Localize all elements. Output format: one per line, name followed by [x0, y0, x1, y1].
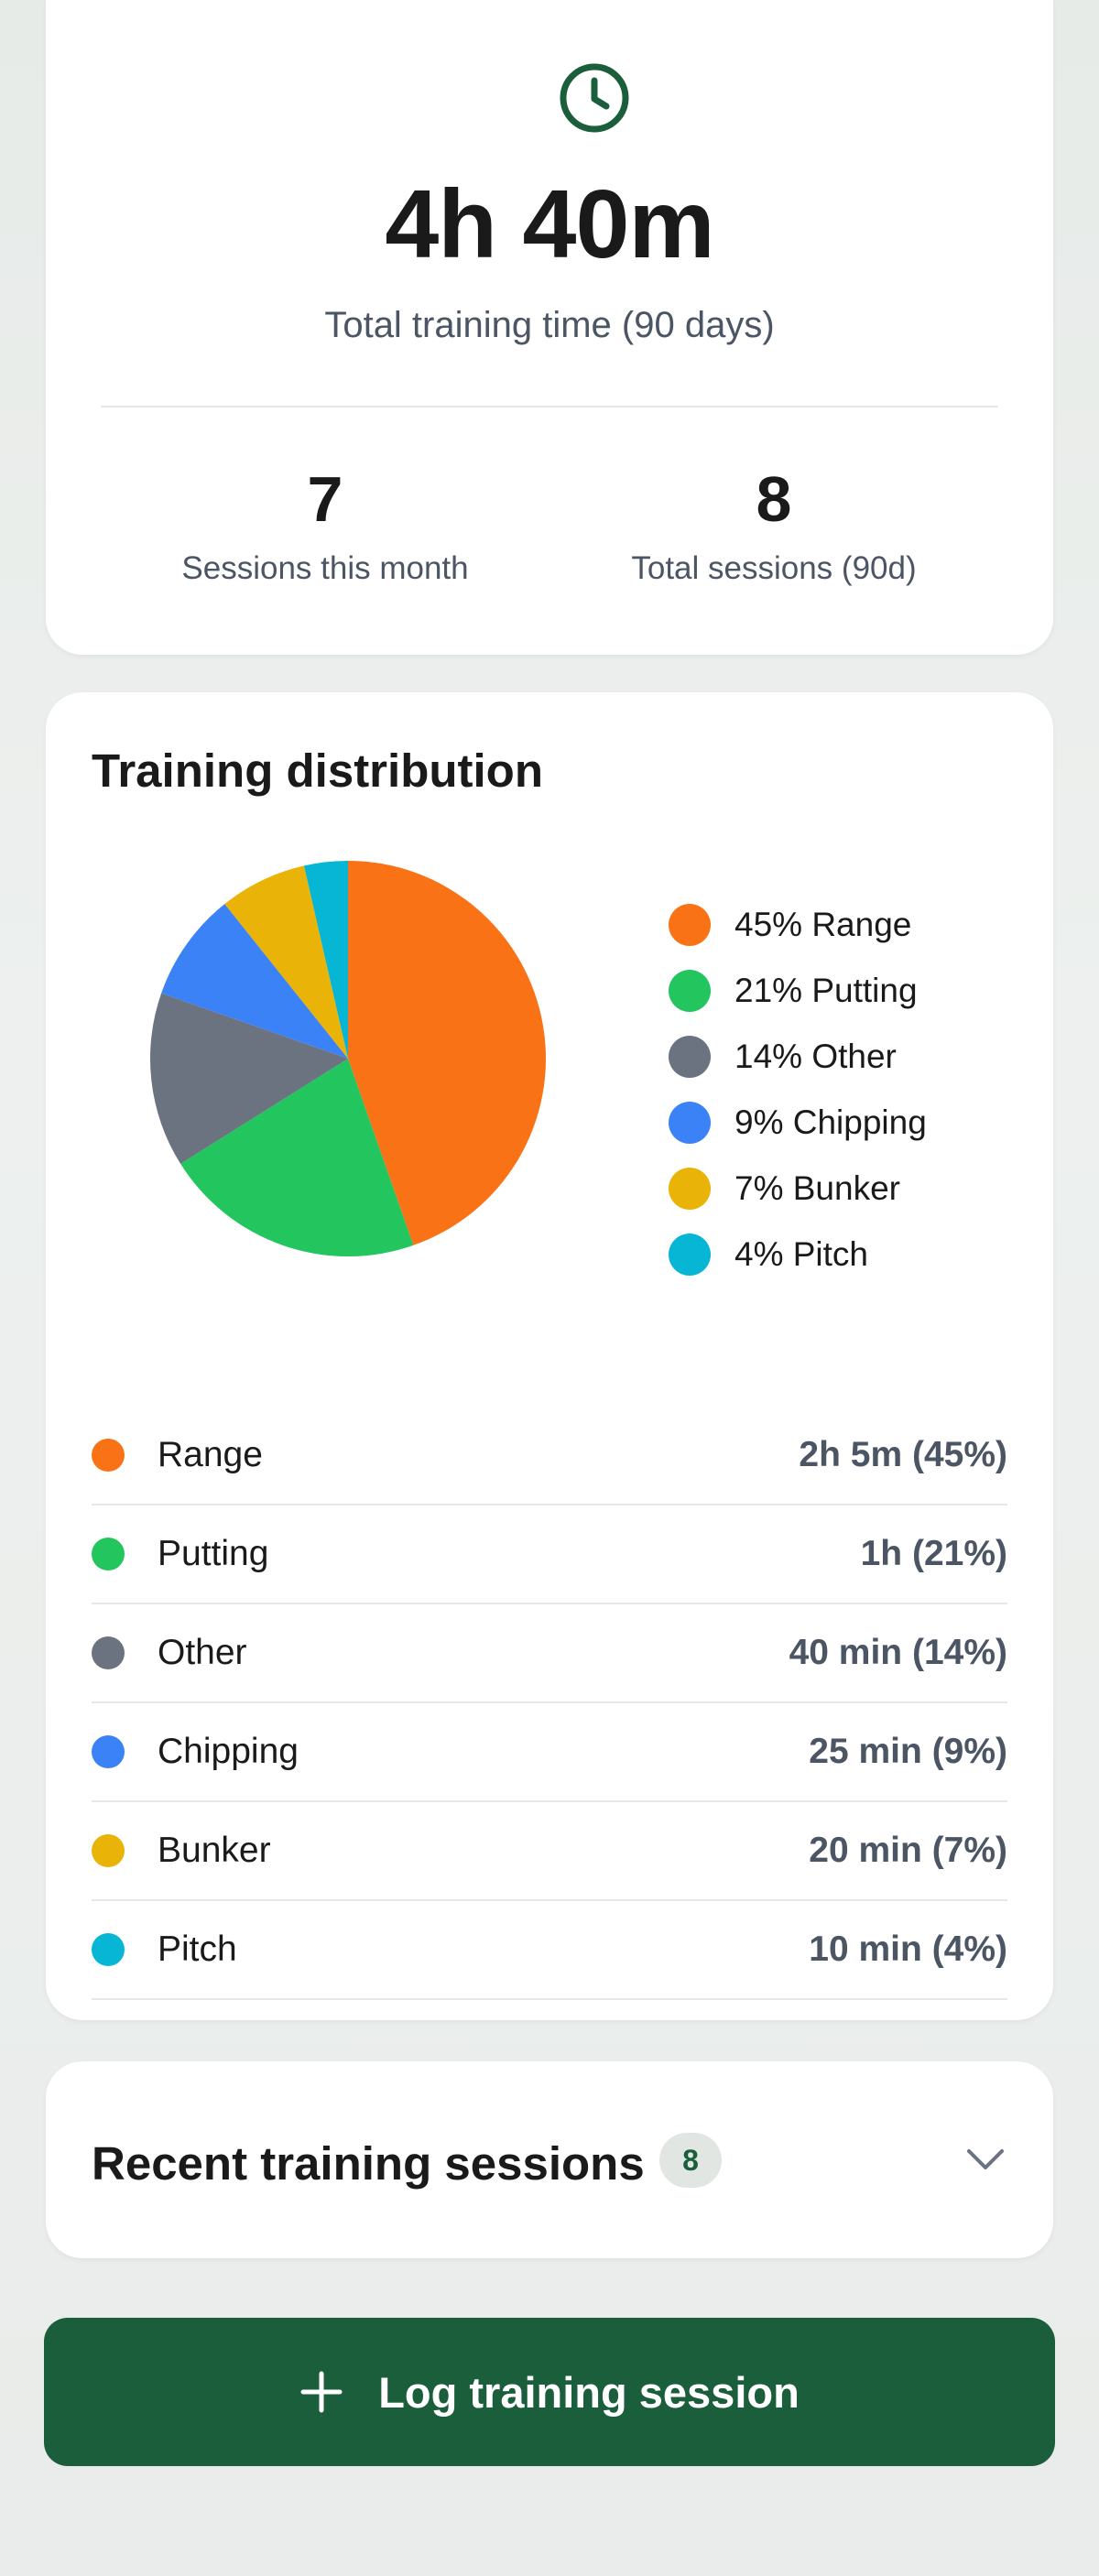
legend-item-other: 14% Other — [669, 1024, 927, 1090]
summary-card: 4h 40m Total training time (90 days) 7 S… — [46, 0, 1053, 655]
pie-slice-other — [150, 993, 348, 1164]
distribution-card: Training distribution 45% Range 21% Putt… — [46, 692, 1053, 2020]
pie-slice-bunker — [224, 865, 348, 1059]
legend-item-range: 45% Range — [669, 892, 927, 958]
legend-text: 14% Other — [734, 1038, 897, 1075]
stat-label: Total sessions (90d) — [631, 550, 917, 586]
chart-legend: 45% Range 21% Putting 14% Other 9% Chipp… — [669, 892, 927, 1288]
distribution-list: Range 2h 5m (45%) Putting 1h (21%) Other… — [92, 1407, 1007, 2000]
distribution-title: Training distribution — [92, 745, 543, 797]
row-label: Putting — [158, 1534, 269, 1573]
log-training-session-button[interactable]: Log training session — [44, 2318, 1055, 2466]
row-label: Bunker — [158, 1831, 271, 1870]
list-item-chipping: Chipping 25 min (9%) — [92, 1703, 1007, 1802]
pie-chart — [147, 857, 550, 1260]
legend-dot — [669, 970, 711, 1012]
stat-value: 7 — [307, 463, 343, 535]
legend-dot — [669, 1168, 711, 1210]
stat-total-sessions: 8 Total sessions (90d) — [545, 462, 1003, 587]
legend-item-bunker: 7% Bunker — [669, 1156, 927, 1222]
legend-text: 45% Range — [734, 906, 912, 943]
stat-label: Sessions this month — [181, 550, 469, 586]
row-dot — [92, 1538, 125, 1571]
row-dot — [92, 1636, 125, 1669]
row-dot — [92, 1735, 125, 1768]
legend-dot — [669, 1234, 711, 1276]
total-training-time: 4h 40m — [385, 170, 714, 278]
legend-item-putting: 21% Putting — [669, 958, 927, 1024]
legend-dot — [669, 1102, 711, 1144]
row-dot — [92, 1834, 125, 1867]
pie-slice-range — [348, 861, 546, 1245]
pie-slice-chipping — [161, 904, 348, 1059]
row-value: 20 min (7%) — [809, 1831, 1007, 1870]
recent-sessions-title: Recent training sessions — [92, 2137, 645, 2190]
list-item-pitch: Pitch 10 min (4%) — [92, 1901, 1007, 2000]
row-label: Chipping — [158, 1732, 299, 1771]
stat-value: 8 — [756, 463, 792, 535]
legend-text: 7% Bunker — [734, 1169, 900, 1207]
divider — [101, 406, 998, 408]
total-training-time-label: Total training time (90 days) — [324, 305, 775, 345]
row-label: Other — [158, 1633, 247, 1672]
pie-chart-svg — [150, 861, 546, 1256]
legend-text: 21% Putting — [734, 972, 918, 1009]
legend-text: 9% Chipping — [734, 1103, 927, 1141]
legend-dot — [669, 904, 711, 946]
sessions-count-badge: 8 — [659, 2133, 722, 2188]
list-item-other: Other 40 min (14%) — [92, 1604, 1007, 1703]
row-value: 10 min (4%) — [809, 1929, 1007, 1969]
pie-slice-putting — [180, 1059, 414, 1256]
legend-text: 4% Pitch — [734, 1235, 869, 1273]
log-training-session-label: Log training session — [378, 2367, 800, 2417]
row-value: 40 min (14%) — [789, 1633, 1007, 1672]
list-item-bunker: Bunker 20 min (7%) — [92, 1802, 1007, 1901]
row-value: 25 min (9%) — [809, 1732, 1007, 1771]
plus-icon — [300, 2371, 343, 2413]
legend-item-pitch: 4% Pitch — [669, 1222, 927, 1288]
row-label: Pitch — [158, 1929, 237, 1969]
list-item-putting: Putting 1h (21%) — [92, 1505, 1007, 1604]
stat-sessions-month: 7 Sessions this month — [96, 462, 554, 587]
list-item-range: Range 2h 5m (45%) — [92, 1407, 1007, 1505]
row-dot — [92, 1933, 125, 1966]
pie-slice-pitch — [303, 861, 348, 1059]
legend-item-chipping: 9% Chipping — [669, 1090, 927, 1156]
row-value: 2h 5m (45%) — [799, 1435, 1007, 1474]
row-dot — [92, 1439, 125, 1472]
legend-dot — [669, 1036, 711, 1078]
row-label: Range — [158, 1435, 263, 1474]
row-value: 1h (21%) — [860, 1534, 1007, 1573]
clock-icon — [560, 63, 629, 133]
chevron-down-icon[interactable] — [963, 2142, 1007, 2179]
recent-sessions-toggle[interactable]: Recent training sessions 8 — [46, 2061, 1053, 2258]
